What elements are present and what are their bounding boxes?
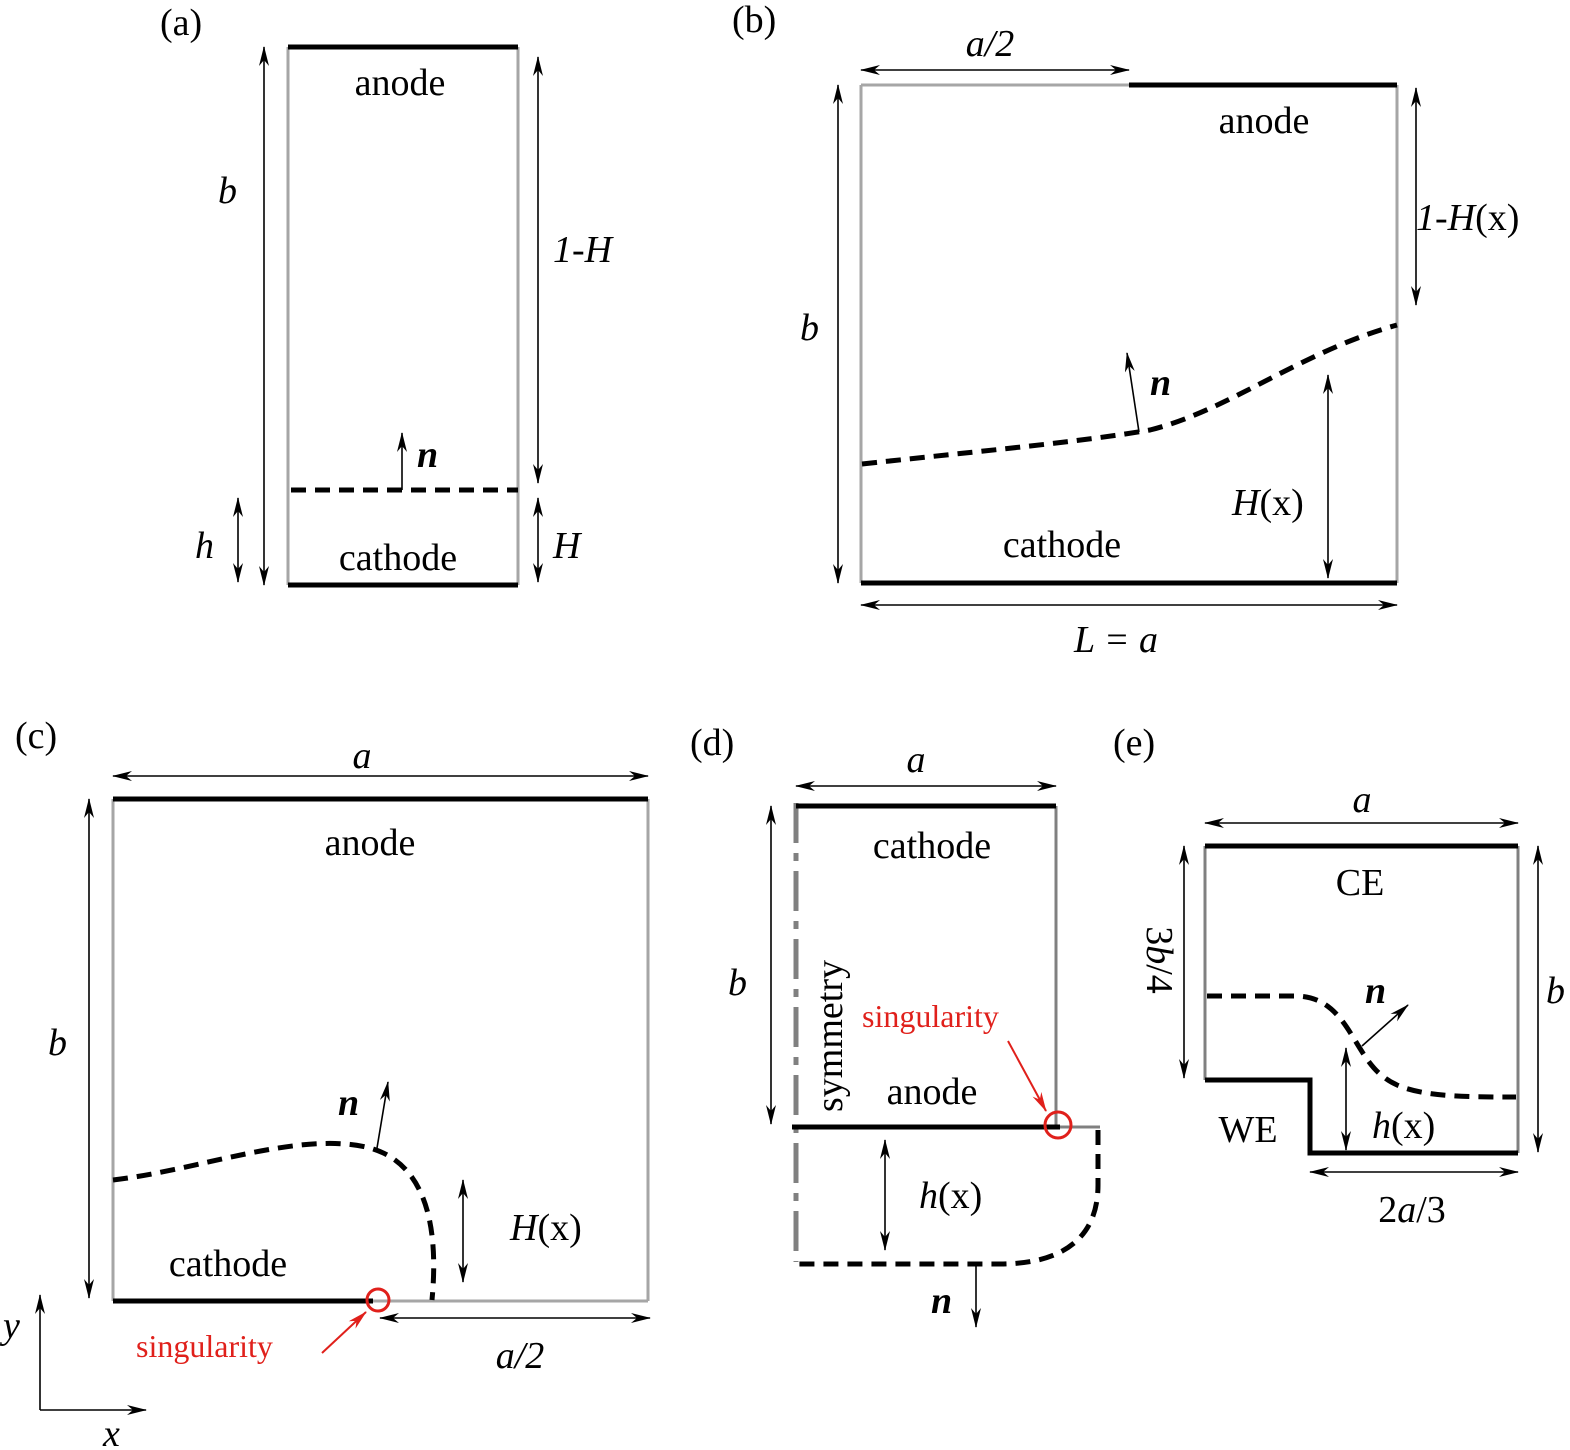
axis-x-label: x [102,1413,120,1450]
panel-b-dim-Hx-var: H [1231,482,1262,524]
panel-a-dim-1mH-label: 1-H [553,229,615,271]
panel-c-dim-a-label: a [353,735,372,777]
panel-b-dim-Hx-label: H(x) [1231,482,1304,524]
panel-e-dim-3b4-label: 3b/4 [1138,926,1180,994]
panel-e-dim-hx-arg: (x) [1391,1105,1435,1147]
panel-d-dim-b-label: b [728,962,747,1004]
panel-a: (a) anode cathode n b h 1-H H [160,2,615,588]
panel-e-normal-label: n [1365,970,1386,1012]
panel-d-dim-hx-label: h(x) [919,1175,982,1217]
panel-c-interface [112,1140,437,1301]
axes-indicator: y x [0,1294,147,1450]
panel-d-dim-hx-arg: (x) [938,1175,982,1217]
panel-b-dim-1mHx-var: 1-H [1416,197,1478,239]
panel-e-ce-label: CE [1336,862,1385,904]
panel-b-dim-L-label: L = a [1073,619,1158,661]
panel-c-singularity-arrow [321,1311,367,1354]
panel-c-singularity-label: singularity [136,1328,273,1364]
panel-d-singularity-arrow [1007,1040,1047,1112]
panel-b-label: (b) [732,0,776,41]
panel-d-dim-a-label: a [907,739,926,781]
panel-c-dim-a2-label: a/2 [496,1335,545,1377]
panel-a-dim-H-label: H [552,525,583,567]
panel-e-dim-2a3-var: a [1397,1189,1416,1231]
panel-e-dim-3b4-num: 3 [1138,926,1180,945]
panel-e-interface [1207,993,1517,1100]
panel-e-label: (e) [1113,722,1155,764]
panel-b-dim-b-label: b [800,307,819,349]
panel-e-dim-2a3-num: 2 [1378,1189,1397,1231]
panel-d-label: (d) [690,722,734,764]
panel-e-dim-hx-label: h(x) [1372,1105,1435,1147]
panel-c-singularity-marker [365,1287,391,1313]
axis-y-label: y [0,1305,20,1347]
panel-c-dim-Hx-label: H(x) [509,1207,582,1249]
panel-d-anode-label: anode [887,1071,978,1113]
panel-e-normal-arrow [1361,1004,1409,1047]
panel-e-we-label: WE [1218,1109,1277,1151]
panel-e-dim-a-label: a [1353,779,1372,821]
panel-d-normal-label: n [931,1280,952,1322]
panel-b-normal-label: n [1150,362,1171,404]
panel-e-dim-2a3-label: 2a/3 [1378,1189,1446,1231]
panel-d-cathode-label: cathode [873,825,991,867]
panel-d-symmetry-label: symmetry [809,960,851,1112]
panel-d-interface [798,1130,1101,1267]
panel-c-dim-Hx-arg: (x) [537,1207,581,1249]
panel-c-dim-b-label: b [48,1022,67,1064]
panel-a-cathode-label: cathode [339,537,457,579]
panel-a-anode-label: anode [355,62,446,104]
panel-e: (e) CE WE n a 3b/4 b h(x) 2a/3 [1113,722,1565,1231]
panel-a-dim-h-label: h [195,525,214,567]
panel-b-dim-a2-label: a/2 [966,23,1015,65]
panel-b-dim-Hx-arg: (x) [1259,482,1303,524]
panel-b-cathode-label: cathode [1003,524,1121,566]
panel-d-singularity-label: singularity [862,998,999,1034]
panel-b-dim-1mHx-arg: (x) [1475,197,1519,239]
panel-a-label: (a) [160,2,202,44]
panel-c-anode-label: anode [325,822,416,864]
panel-b-interface [861,322,1398,467]
panel-c: (c) anode cathode n a b H(x) a/2 singula… [0,715,651,1450]
panel-b: (b) anode cathode n a/2 b 1-H(x) H(x) L … [732,0,1519,661]
panel-e-dim-hx-var: h [1372,1105,1391,1147]
panel-b-dim-L-rhs: a [1139,619,1158,661]
panel-e-dim-b-label: b [1546,970,1565,1012]
panel-e-dim-3b4-var: b [1138,945,1180,964]
panel-b-normal-arrow [1124,352,1140,433]
panel-e-dim-3b4-den: /4 [1138,964,1180,994]
panel-e-we-line [1205,1077,1518,1156]
panel-b-dim-L-lhs: L = [1073,619,1139,661]
panel-d: (d) cathode anode symmetry a b h(x) n si… [690,722,1101,1328]
panel-e-dim-2a3-den: /3 [1416,1189,1446,1231]
panel-c-label: (c) [15,715,57,757]
panel-d-dim-hx-var: h [919,1175,938,1217]
panel-b-anode-label: anode [1219,100,1310,142]
panel-c-normal-label: n [338,1082,359,1124]
panel-d-singularity-marker [1043,1110,1073,1140]
panel-c-cathode-label: cathode [169,1243,287,1285]
panel-a-normal-label: n [417,434,438,476]
panel-b-dim-1mHx-label: 1-H(x) [1416,197,1519,239]
panel-c-normal-arrow [376,1081,390,1149]
panel-a-dim-b-label: b [218,170,237,212]
panel-c-dim-Hx-var: H [509,1207,540,1249]
